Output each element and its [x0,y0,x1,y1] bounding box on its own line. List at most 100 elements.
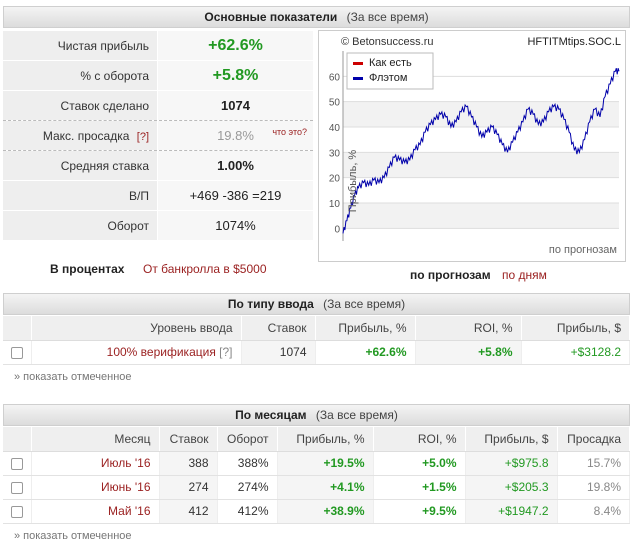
y-tick-label: 40 [329,123,341,134]
col-month: Месяц [31,427,160,452]
series-line-1 [342,68,620,234]
col-profit-usd: Прибыль, $ [521,316,630,341]
by-type-header: По типу ввода (За все время) [3,293,630,315]
row-checkbox-cell [3,475,32,500]
table-row: 100% верификация [?] 1074 +62.6% +5.8% +… [3,340,630,365]
col-profit-usd: Прибыль, $ [465,427,558,452]
metric-row-net-profit: Чистая прибыль +62.6% [3,31,313,61]
metric-value: 19.8% что это? [158,121,313,150]
row-checkbox-cell [3,340,32,365]
drawdown-help-link[interactable]: [?] [136,131,149,143]
chart-xlabel-inside: по прогнозам [549,244,617,256]
bets-cell: 412 [159,499,218,524]
what-is-this-link[interactable]: что это? [272,127,307,137]
legend-swatch-as-is [353,62,363,65]
metric-row-bets-made: Ставок сделано 1074 [3,91,313,121]
metric-label: Макс. просадка [?] [3,121,158,150]
grid-band [343,203,619,229]
metric-value: +62.6% [158,31,313,60]
turnover-cell: 274% [217,475,278,500]
by-month-subtitle: (За все время) [315,408,398,422]
y-tick-label: 30 [329,148,341,159]
metric-label-text: Макс. просадка [42,129,130,143]
col-level: Уровень ввода [31,316,242,341]
metric-value-text: 19.8% [217,128,254,143]
by-type-header-row: Уровень ввода Ставок Прибыль, % ROI, % П… [3,316,630,341]
checkbox-header [3,316,32,341]
by-month-show-marked-link[interactable]: » показать отмеченное [14,530,132,542]
drawdown-cell: 8.4% [557,499,630,524]
month-link[interactable]: Июнь '16 [31,475,160,500]
by-days-link[interactable]: по дням [501,268,547,282]
roi-cell: +5.8% [415,340,522,365]
metric-value: 1074% [158,211,313,240]
level-cell: 100% верификация [?] [31,340,242,365]
roi-cell: +9.5% [373,499,466,524]
y-tick-label: 0 [334,224,340,235]
level-link[interactable]: 100% верификация [106,345,216,359]
turnover-cell: 412% [217,499,278,524]
metric-row-max-drawdown: Макс. просадка [?] 19.8% что это? [3,121,313,151]
chart-caption: по прогнозам по дням [410,268,547,282]
metric-row-turnover-pct: % с оборота +5.8% [3,61,313,91]
col-roi: ROI, % [415,316,522,341]
metric-label: В/П [3,181,158,210]
chart-ylabel: Прибыль, % [347,150,359,213]
by-type-show-marked-link[interactable]: » показать отмеченное [14,371,132,383]
metric-value: +469 -386 =219 [158,181,313,210]
profit-usd-cell: +$205.3 [465,475,558,500]
y-tick-label: 50 [329,98,341,109]
turnover-cell: 388% [217,451,278,476]
metric-label: Средняя ставка [3,151,158,180]
bankroll-mode-link[interactable]: От банкролла в $5000 [143,262,267,276]
row-checkbox[interactable] [10,481,23,494]
metric-row-avg-bet: Средняя ставка 1.00% [3,151,313,181]
row-checkbox-cell [3,499,32,524]
profit-usd-cell: +$3128.2 [521,340,630,365]
bets-cell: 388 [159,451,218,476]
by-type-title: По типу ввода [227,297,314,311]
month-link[interactable]: Май '16 [31,499,160,524]
by-month-table: Месяц Ставок Оборот Прибыль, % ROI, % Пр… [3,427,630,524]
checkbox-header [3,427,32,452]
profit-chart-svg: 0 10 20 30 40 50 60 © Betonsuccess.ru HFTITMti… [329,36,621,256]
metric-value: +5.8% [158,61,313,90]
by-month-header-row: Месяц Ставок Оборот Прибыль, % ROI, % Пр… [3,427,630,452]
grid-band [343,101,619,127]
table-row: Июнь '16 274 274% +4.1% +1.5% +$205.3 19.8% [3,475,630,500]
metric-value: 1.00% [158,151,313,180]
overview-header: Основные показатели (За все время) [3,6,630,28]
bets-cell: 1074 [241,340,316,365]
profit-pct-cell: +62.6% [315,340,416,365]
profit-pct-cell: +38.9% [277,499,374,524]
chart-account-text: HFTITMtips.SOC.L [527,36,621,48]
col-profit-pct: Прибыль, % [315,316,416,341]
chart-legend: Как есть Флэтом [346,52,434,90]
roi-cell: +1.5% [373,475,466,500]
profit-usd-cell: +$1947.2 [465,499,558,524]
col-turnover: Оборот [217,427,278,452]
col-bets: Ставок [159,427,218,452]
legend-swatch-flat [353,77,363,80]
col-bets: Ставок [241,316,316,341]
metric-label: Оборот [3,211,158,240]
y-tick-label: 10 [329,199,341,210]
metric-label: Чистая прибыль [3,31,158,60]
bets-cell: 274 [159,475,218,500]
overview-title: Основные показатели [204,10,338,24]
level-help-link[interactable]: [?] [219,345,233,359]
overview-subtitle: (За все время) [346,10,429,24]
table-row: Май '16 412 412% +38.9% +9.5% +$1947.2 8.4% [3,499,630,524]
row-checkbox-cell [3,451,32,476]
col-profit-pct: Прибыль, % [277,427,374,452]
by-month-header: По месяцам (За все время) [3,404,630,426]
profit-pct-cell: +19.5% [277,451,374,476]
by-month-title: По месяцам [235,408,307,422]
chart-site-text: © Betonsuccess.ru [341,36,433,48]
row-checkbox[interactable] [10,457,23,470]
row-checkbox[interactable] [10,505,23,518]
month-link[interactable]: Июль '16 [31,451,160,476]
col-roi: ROI, % [373,427,466,452]
row-checkbox[interactable] [10,346,23,359]
percent-mode-label: В процентах [50,262,125,276]
